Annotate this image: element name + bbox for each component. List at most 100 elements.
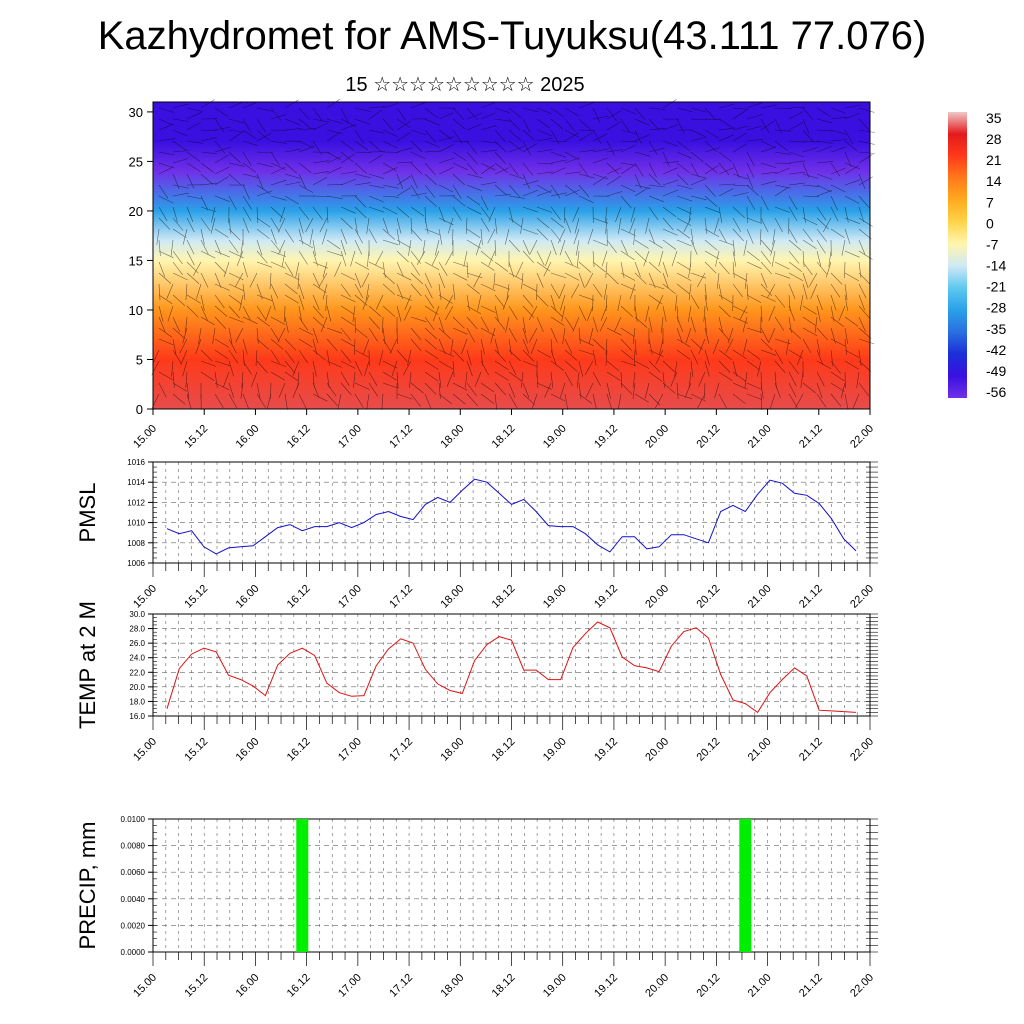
wind-barb	[228, 151, 241, 164]
wind-barb	[714, 217, 720, 234]
wind-barb	[536, 382, 552, 390]
wind-barb	[410, 261, 420, 276]
wind-barb	[578, 305, 587, 321]
wind-barb	[354, 195, 367, 208]
wind-barb	[746, 125, 763, 131]
wind-barb	[228, 162, 245, 167]
wind-barb	[214, 140, 226, 154]
wind-barb	[802, 195, 820, 198]
wind-barb	[172, 184, 189, 189]
wind-barb	[718, 183, 736, 186]
wind-barb	[158, 184, 169, 199]
wind-barb	[704, 118, 722, 120]
wind-barb	[774, 151, 791, 155]
wind-barb	[228, 283, 244, 291]
wind-barb	[830, 162, 841, 177]
wind-barb	[438, 136, 455, 142]
wind-barb	[172, 316, 180, 332]
wind-barb	[284, 283, 298, 295]
wind-barb	[298, 173, 307, 189]
pmsl-series-line	[166, 478, 857, 555]
wind-barb	[180, 349, 188, 365]
wind-barb	[321, 228, 328, 245]
wind-barb	[326, 166, 342, 175]
wind-barb	[192, 261, 202, 277]
wind-barb	[788, 327, 802, 340]
wind-barb	[830, 393, 842, 407]
wind-barb	[559, 239, 566, 256]
wind-barb	[382, 217, 389, 234]
wind-barb	[585, 382, 594, 398]
wind-barb	[704, 184, 717, 198]
wind-barb	[698, 371, 706, 387]
wind-barb	[788, 217, 790, 235]
wind-barb	[368, 327, 378, 342]
wind-barb	[466, 360, 473, 377]
wind-barb	[354, 129, 364, 144]
wind-barb	[826, 261, 832, 278]
wind-barb	[645, 217, 650, 234]
wind-barb	[772, 228, 776, 245]
wind-barb	[858, 272, 871, 285]
wind-barb	[508, 371, 523, 382]
wind-barb	[676, 140, 690, 152]
wind-barb	[298, 217, 304, 234]
wind-barb	[739, 305, 748, 321]
wind-barb	[704, 327, 710, 344]
wind-barb	[298, 118, 312, 130]
wind-barb	[578, 195, 594, 203]
wind-barb	[186, 140, 203, 144]
wind-barb	[746, 114, 763, 120]
wind-barb	[298, 140, 314, 149]
wind-barb	[844, 162, 861, 170]
wind-barb	[718, 360, 731, 373]
wind-barb	[648, 228, 656, 245]
wind-barb	[508, 327, 518, 343]
temp-x-tick-label: 15.00	[131, 736, 159, 764]
wind-barb	[158, 123, 174, 131]
temp-x-tick-label: 18.12	[490, 736, 518, 764]
wind-barb	[508, 349, 521, 362]
wind-barb	[452, 393, 466, 405]
wind-barb	[228, 338, 237, 354]
wind-barb	[522, 239, 530, 255]
wind-barb	[438, 382, 441, 399]
heatmap-y-tick-label: 10	[129, 303, 143, 318]
wind-barb	[617, 393, 622, 410]
wind-barb	[424, 272, 432, 288]
wind-barb	[438, 228, 443, 245]
wind-barb	[662, 167, 678, 175]
wind-barb	[234, 272, 244, 288]
wind-barb	[662, 272, 669, 289]
wind-barb	[474, 371, 482, 387]
wind-barb	[292, 382, 300, 398]
wind-barb	[718, 261, 730, 275]
wind-barb	[270, 166, 286, 175]
wind-barb	[768, 305, 776, 321]
wind-barb	[322, 283, 328, 300]
wind-barb	[235, 327, 244, 343]
wind-barb	[452, 228, 454, 246]
wind-barb	[587, 228, 594, 245]
wind-barb	[605, 217, 608, 234]
pmsl-x-tick-label: 19.00	[541, 583, 569, 611]
wind-barb	[676, 162, 690, 174]
wind-barb	[422, 239, 426, 256]
wind-barb	[214, 118, 225, 133]
wind-barb	[774, 261, 790, 270]
wind-barb	[564, 129, 580, 138]
wind-barb	[158, 382, 167, 398]
wind-barb	[382, 129, 398, 137]
wind-barb	[615, 206, 622, 223]
wind-barb	[718, 239, 735, 246]
wind-barb	[452, 272, 468, 281]
wind-barb	[382, 305, 396, 317]
wind-barb	[802, 261, 813, 276]
wind-barb	[634, 239, 649, 249]
wind-barb	[858, 140, 875, 145]
wind-barb	[802, 327, 818, 337]
wind-barb	[704, 316, 707, 333]
wind-barb	[382, 382, 399, 389]
wind-barb	[648, 371, 663, 382]
wind-barb	[788, 239, 802, 251]
